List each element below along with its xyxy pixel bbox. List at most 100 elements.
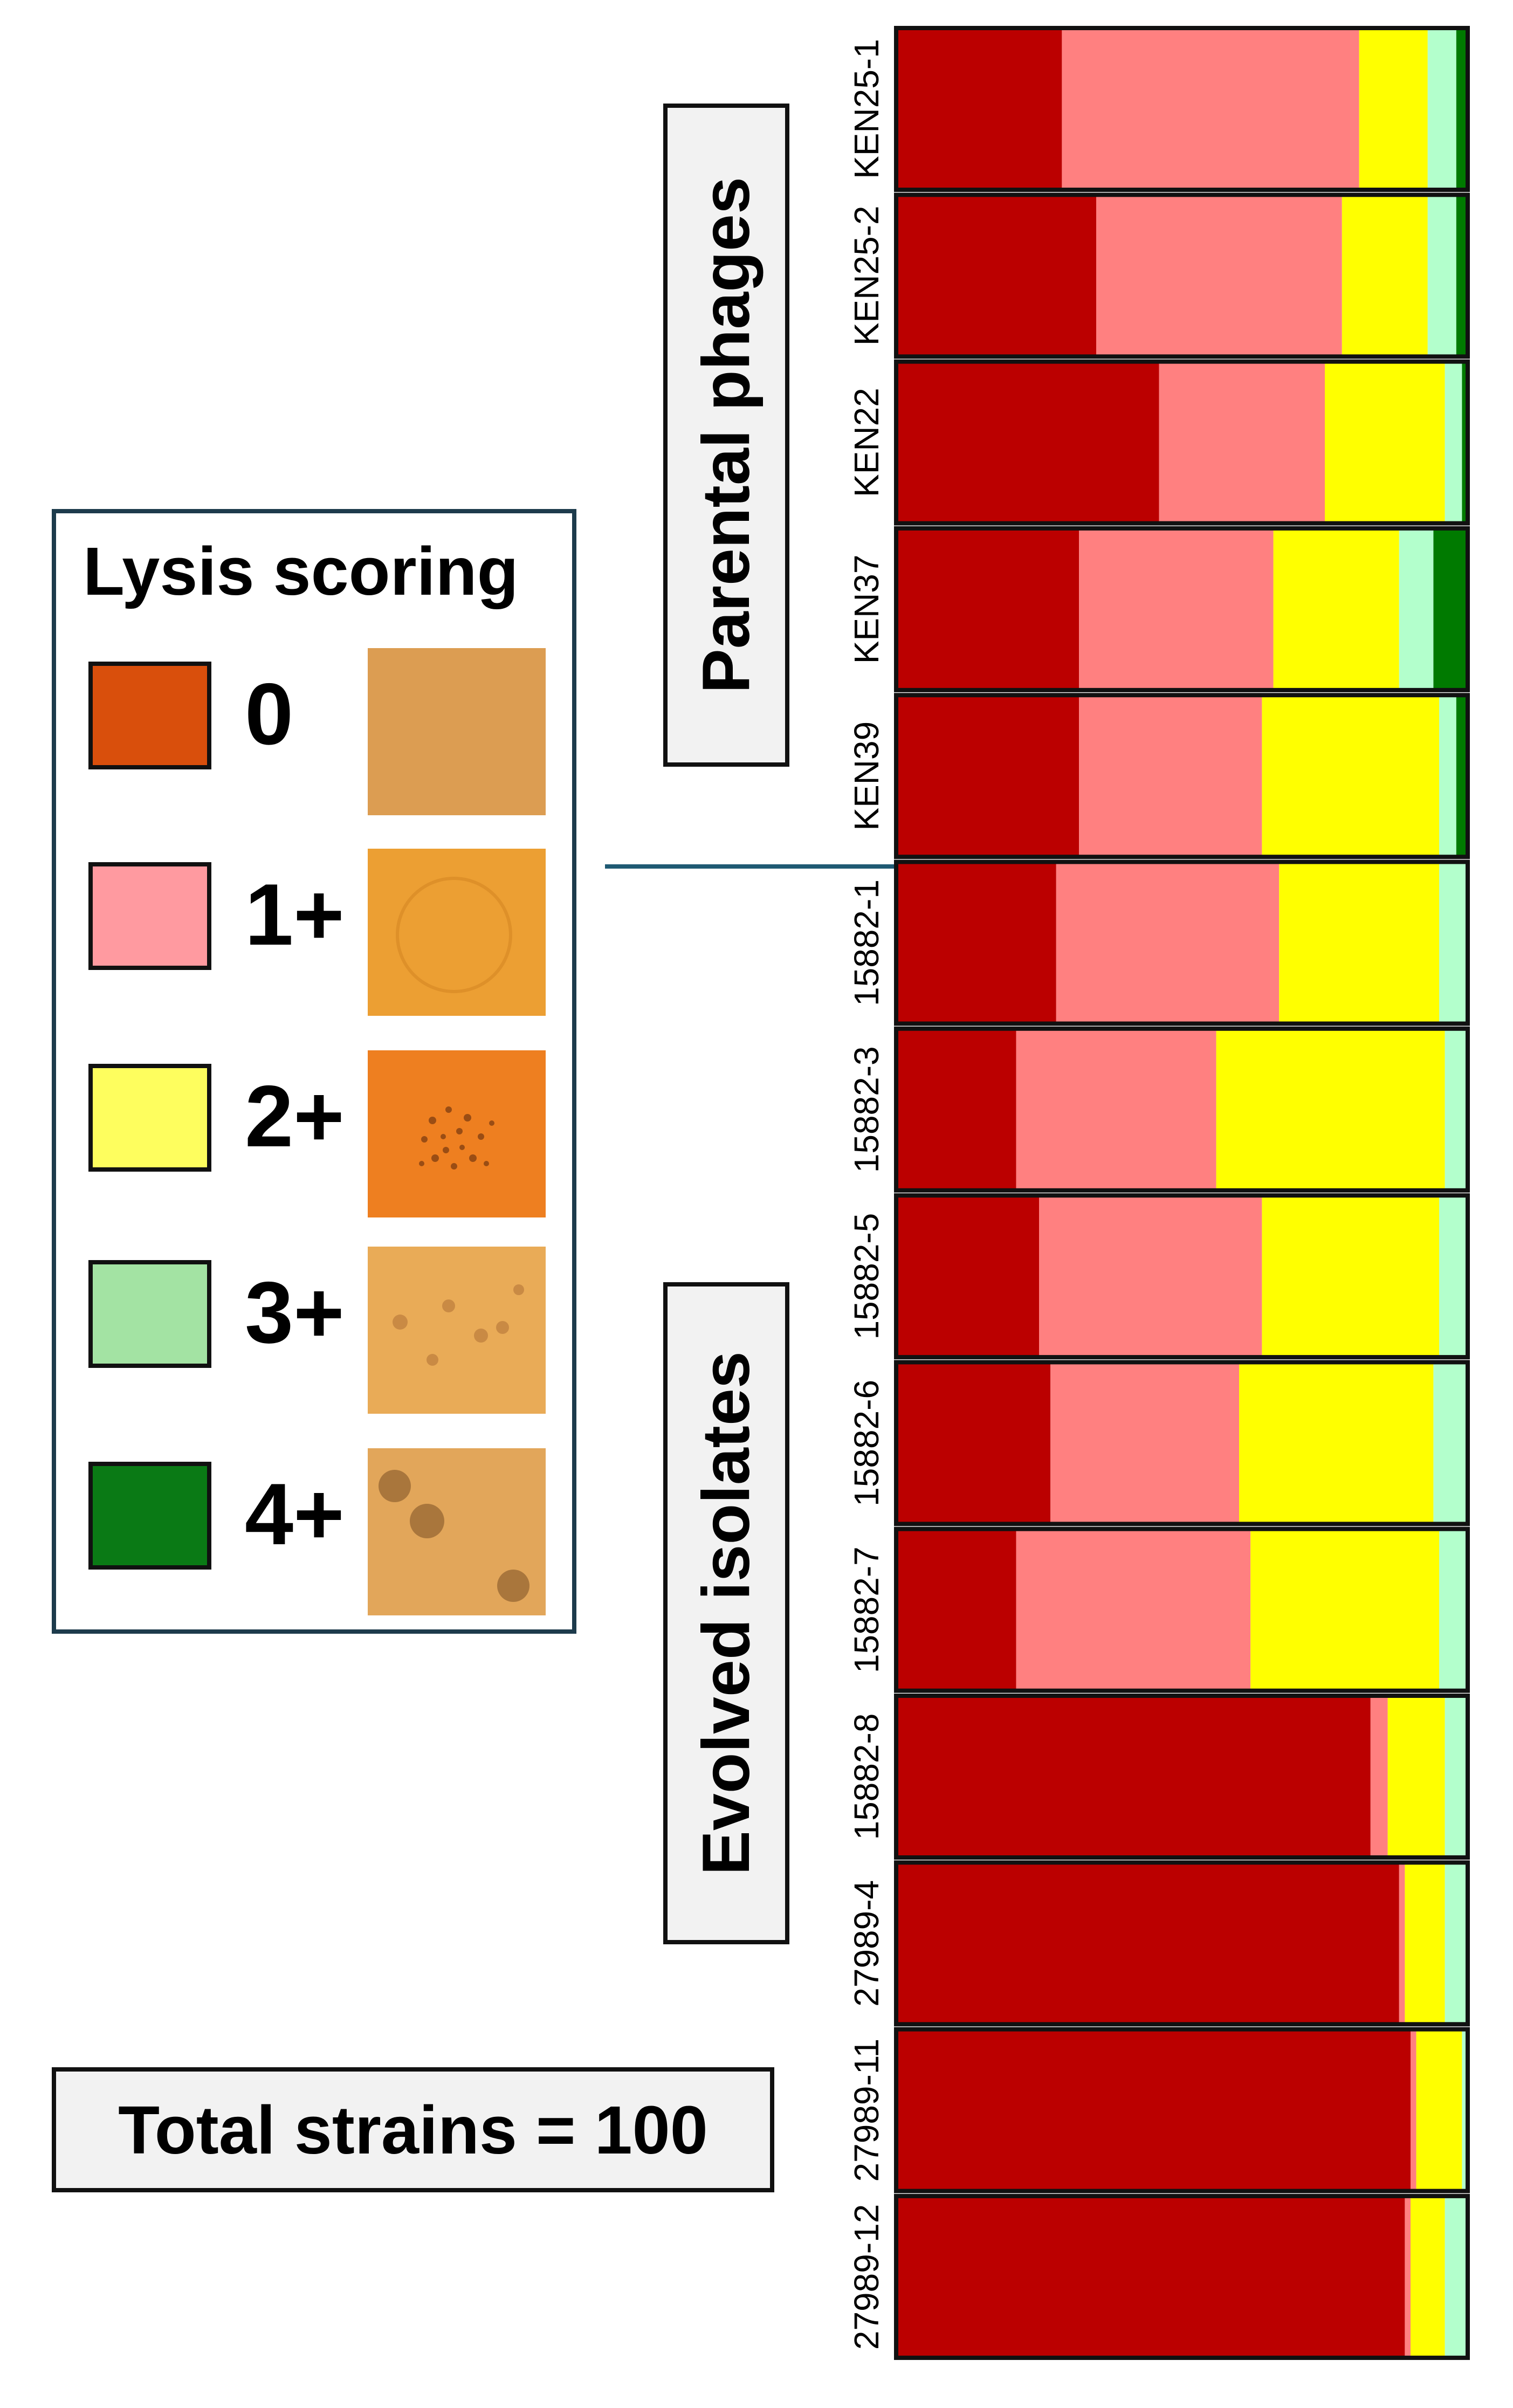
bar-segment-15882-5-score-1+ — [1039, 1195, 1262, 1358]
legend-item-0: 0 — [56, 648, 572, 821]
bar-segment-KEN39-score-0 — [896, 695, 1079, 857]
bar-segment-27989-4-score-3+ — [1445, 1862, 1468, 2025]
bar-segment-15882-5-score-2+ — [1262, 1195, 1439, 1358]
legend-swatch-1 — [88, 862, 211, 970]
bar-segment-15882-7-score-2+ — [1250, 1529, 1439, 1691]
bar-segment-KEN25-1-score-2+ — [1359, 28, 1428, 190]
parental-phages-label-box: Parental phages — [663, 104, 789, 767]
bar-segment-15882-8-score-3+ — [1445, 1696, 1468, 1857]
bar-segment-KEN25-1-score-4+ — [1456, 28, 1468, 190]
bar-segment-KEN22-score-4+ — [1462, 361, 1468, 524]
legend-title: Lysis scoring — [83, 533, 519, 609]
bar-segment-KEN25-2-score-4+ — [1456, 195, 1468, 357]
bar-segment-27989-12-score-2+ — [1411, 2196, 1445, 2358]
bar-segment-KEN25-1-score-3+ — [1427, 28, 1456, 190]
bar-segment-KEN37-score-2+ — [1273, 528, 1399, 690]
bar-segment-KEN39-score-3+ — [1439, 695, 1456, 857]
bar-segment-15882-8-score-1+ — [1370, 1696, 1388, 1857]
category-label-KEN22: KEN22 — [847, 388, 886, 497]
bar-outline-15882-5 — [894, 1193, 1470, 1360]
bar-segment-KEN37-score-0 — [896, 528, 1079, 690]
category-label-KEN39: KEN39 — [847, 721, 886, 831]
bar-segment-KEN22-score-2+ — [1325, 361, 1445, 524]
bar-segment-27989-12-score-0 — [896, 2196, 1405, 2358]
bar-segment-15882-3-score-0 — [896, 1028, 1016, 1191]
bar-segment-15882-1-score-2+ — [1279, 862, 1439, 1024]
plaque-image-2 — [368, 1050, 546, 1217]
bar-segment-15882-6-score-1+ — [1050, 1362, 1239, 1524]
bar-segment-KEN22-score-3+ — [1445, 361, 1462, 524]
bar-segment-KEN25-2-score-0 — [896, 195, 1096, 357]
legend-swatch-0 — [88, 662, 211, 769]
bar-segment-KEN39-score-1+ — [1079, 695, 1262, 857]
bar-segment-15882-8-score-2+ — [1387, 1696, 1445, 1857]
bar-segment-27989-11-score-1+ — [1411, 2029, 1416, 2191]
bar-outline-KEN37 — [894, 526, 1470, 692]
category-label-27989-4: 27989-4 — [847, 1880, 886, 2007]
bar-segment-15882-7-score-0 — [896, 1529, 1016, 1691]
legend-score-1: 1+ — [245, 866, 345, 964]
plaque-image-1 — [368, 849, 546, 1016]
bar-segment-27989-4-score-2+ — [1405, 1862, 1445, 2025]
bar-outline-15882-1 — [894, 859, 1470, 1026]
bar-segment-27989-4-score-1+ — [1399, 1862, 1405, 2025]
legend-swatch-2 — [88, 1064, 211, 1172]
total-strains-label: Total strains = 100 — [118, 2091, 708, 2168]
plaque-image-4 — [368, 1448, 546, 1615]
bar-segment-KEN37-score-3+ — [1399, 528, 1434, 690]
category-label-15882-6: 15882-6 — [847, 1380, 886, 1506]
category-label-KEN25-2: KEN25-2 — [847, 205, 886, 346]
bar-outline-KEN25-2 — [894, 192, 1470, 359]
bar-outline-27989-11 — [894, 2027, 1470, 2193]
bar-segment-15882-3-score-1+ — [1016, 1028, 1216, 1191]
bar-segment-15882-8-score-0 — [896, 1696, 1371, 1857]
evolved-isolates-label-box: Evolved isolates — [663, 1282, 789, 1944]
bar-segment-15882-1-score-0 — [896, 862, 1056, 1024]
bar-outline-15882-8 — [894, 1694, 1470, 1860]
category-label-15882-5: 15882-5 — [847, 1213, 886, 1340]
legend-panel: Lysis scoring 0 1+ 2+ — [52, 509, 576, 1634]
bar-segment-27989-11-score-3+ — [1462, 2029, 1468, 2191]
bar-outline-27989-4 — [894, 1860, 1470, 2027]
bar-segment-15882-3-score-2+ — [1216, 1028, 1445, 1191]
bar-segment-KEN39-score-4+ — [1456, 695, 1468, 857]
category-label-KEN37: KEN37 — [847, 555, 886, 664]
bar-segment-KEN22-score-1+ — [1159, 361, 1325, 524]
bar-outline-27989-12 — [894, 2193, 1470, 2360]
bar-segment-KEN25-2-score-1+ — [1096, 195, 1342, 357]
bar-segment-15882-6-score-2+ — [1239, 1362, 1434, 1524]
bar-segment-KEN37-score-1+ — [1079, 528, 1274, 690]
category-label-27989-11: 27989-11 — [847, 2039, 886, 2182]
legend-score-4: 4+ — [245, 1466, 345, 1563]
bar-segment-15882-6-score-3+ — [1433, 1362, 1468, 1524]
bar-segment-15882-5-score-0 — [896, 1195, 1039, 1358]
plaque-image-3 — [368, 1247, 546, 1414]
bar-segment-27989-11-score-2+ — [1416, 2029, 1462, 2191]
legend-swatch-3 — [88, 1260, 211, 1368]
legend-score-0: 0 — [245, 665, 294, 763]
bar-segment-KEN25-2-score-2+ — [1342, 195, 1428, 357]
bar-segment-27989-12-score-3+ — [1445, 2196, 1468, 2358]
legend-item-3: 3+ — [56, 1247, 572, 1419]
category-label-15882-8: 15882-8 — [847, 1714, 886, 1840]
legend-score-2: 2+ — [245, 1068, 345, 1165]
bar-segment-27989-11-score-0 — [896, 2029, 1411, 2191]
bar-segment-27989-12-score-1+ — [1405, 2196, 1411, 2358]
category-label-15882-7: 15882-7 — [847, 1546, 886, 1673]
bar-outline-KEN25-1 — [894, 26, 1470, 192]
category-label-15882-1: 15882-1 — [847, 879, 886, 1006]
total-strains-box: Total strains = 100 — [52, 2067, 774, 2192]
bar-outline-KEN39 — [894, 693, 1470, 859]
bar-segment-15882-1-score-1+ — [1056, 862, 1280, 1024]
legend-item-2: 2+ — [56, 1050, 572, 1223]
bar-segment-15882-6-score-0 — [896, 1362, 1051, 1524]
bar-segment-15882-7-score-1+ — [1016, 1529, 1251, 1691]
bar-segment-KEN25-1-score-1+ — [1062, 28, 1359, 190]
bar-outline-15882-6 — [894, 1360, 1470, 1526]
legend-item-1: 1+ — [56, 849, 572, 1021]
category-label-KEN25-1: KEN25-1 — [847, 39, 886, 179]
bar-segment-15882-7-score-3+ — [1439, 1529, 1468, 1691]
bar-segment-KEN25-2-score-3+ — [1427, 195, 1456, 357]
category-label-15882-3: 15882-3 — [847, 1046, 886, 1173]
